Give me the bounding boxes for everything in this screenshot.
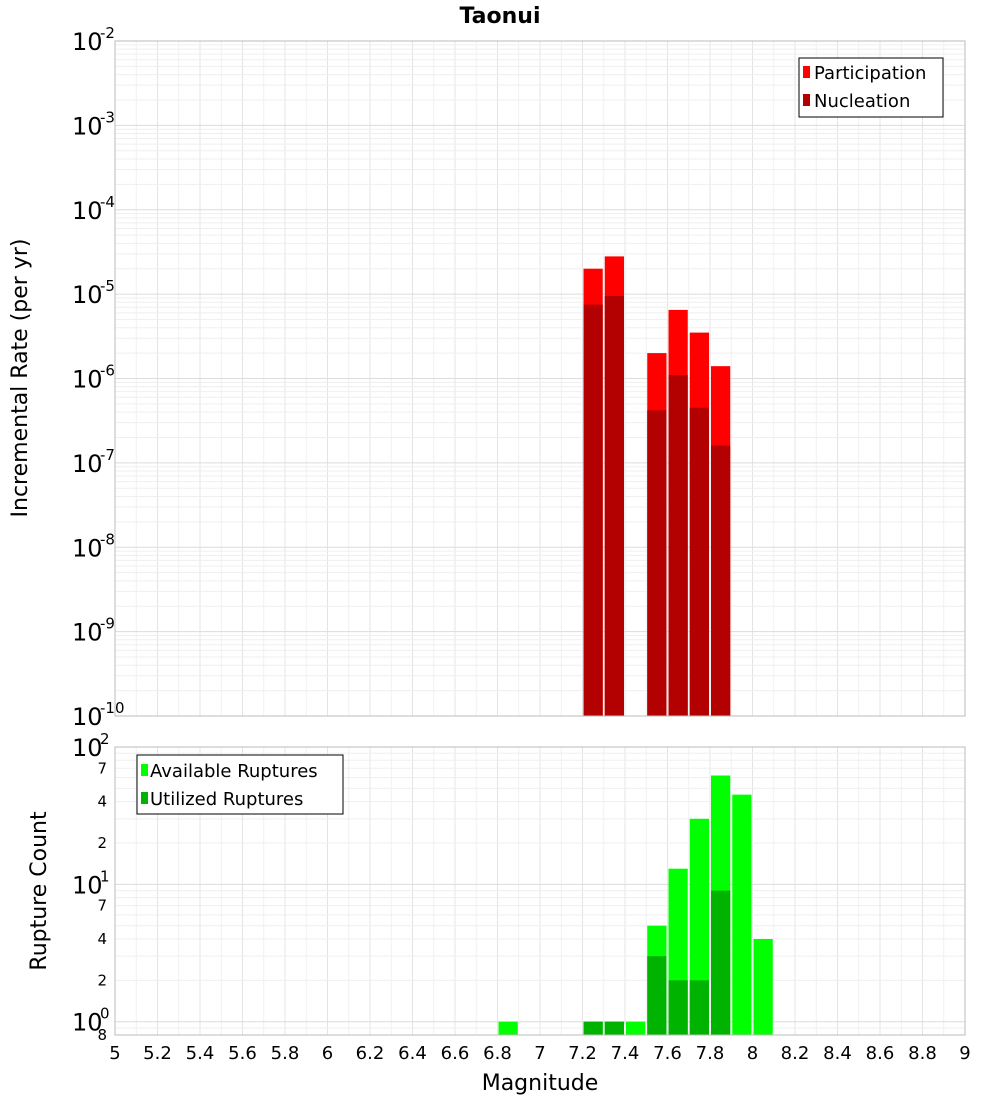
top-y-tick-exponent: -10 [100, 699, 125, 717]
top-y-tick-base: 10 [72, 366, 103, 394]
x-tick-label: 6.8 [483, 1043, 512, 1064]
bottom-legend-box [136, 754, 344, 815]
top-y-tick-exponent: -6 [100, 362, 115, 380]
x-axis-label: Magnitude [482, 1071, 599, 1096]
top-grid [114, 41, 966, 717]
top-y-tick-exponent: -4 [100, 193, 115, 211]
top-bars [583, 256, 731, 716]
bottom-y-minor-tick-label: 4 [97, 930, 107, 948]
bottom-y-minor-tick-label: 2 [97, 834, 107, 852]
bottom-bar-utilized-ruptures-7-75 [689, 980, 709, 1035]
bottom-bar-utilized-ruptures-7-55 [647, 956, 667, 1035]
bottom-y-minor-tick-label: 4 [97, 793, 107, 811]
x-tick-label: 7 [534, 1043, 545, 1064]
x-tick-label: 7.2 [568, 1043, 597, 1064]
bottom-y-tick-base: 10 [72, 1009, 103, 1037]
bottom-y-tick-base: 10 [72, 871, 103, 899]
bottom-bar-utilized-ruptures-7-25 [583, 1021, 603, 1035]
top-bar-nucleation-7-55 [647, 410, 667, 716]
bottom-bar-available-ruptures-6-85 [498, 1021, 518, 1035]
top-y-tick-exponent: -5 [100, 277, 115, 295]
top-y-tick-exponent: -9 [100, 615, 115, 633]
bottom-y-tick-base: 10 [72, 734, 103, 762]
top-legend-box [798, 57, 944, 118]
chart-title: Taonui [460, 4, 541, 29]
top-y-axis-label: Incremental Rate (per yr) [8, 239, 33, 518]
top-y-tick-base: 10 [72, 197, 103, 225]
x-tick-label: 7.4 [611, 1043, 640, 1064]
legend-label-nucleation: Nucleation [814, 91, 910, 112]
x-tick-label: 9 [959, 1043, 970, 1064]
x-ticks: 5 5.2 5.4 5.6 5.8 6 6.2 6.4 6.6 6.8 7 7.2 7.4 7.6 7.8 8… [109, 1043, 970, 1064]
top-y-tick-exponent: -3 [100, 108, 115, 126]
legend-label-participation: Participation [814, 63, 926, 84]
x-tick-label: 8.6 [866, 1043, 895, 1064]
top-y-tick-exponent: -7 [100, 446, 115, 464]
bottom-y-minor-tick-label: 7 [97, 759, 107, 777]
legend-swatch-utilized-ruptures [141, 792, 148, 804]
top-y-tick-base: 10 [72, 112, 103, 140]
x-tick-label: 8.8 [908, 1043, 937, 1064]
bottom-bar-utilized-ruptures-7-85 [711, 890, 731, 1035]
top-plot-border [114, 40, 966, 717]
bottom-y-tick-exponent: 1 [100, 867, 110, 885]
x-tick-label: 5 [109, 1043, 120, 1064]
legend-swatch-nucleation [803, 94, 810, 106]
bottom-bar-utilized-ruptures-7-35 [604, 1021, 624, 1035]
x-tick-label: 5.6 [228, 1043, 257, 1064]
top-y-tick-base: 10 [72, 28, 103, 56]
x-tick-label: 6.6 [441, 1043, 470, 1064]
top-y-tick-exponent: -2 [100, 24, 115, 42]
top-bar-nucleation-7-65 [668, 375, 688, 716]
x-tick-label: 8.2 [781, 1043, 810, 1064]
top-bar-nucleation-7-85 [711, 445, 731, 716]
top-bar-nucleation-7-35 [604, 296, 624, 716]
bottom-bar-utilized-ruptures-7-65 [668, 980, 688, 1035]
bottom-bar-available-ruptures-8-05 [753, 939, 773, 1035]
top-legend: Participation Nucleation [798, 57, 944, 118]
x-tick-label: 5.2 [143, 1043, 172, 1064]
x-tick-label: 6.2 [356, 1043, 385, 1064]
x-tick-label: 5.8 [271, 1043, 300, 1064]
bottom-bar-available-ruptures-7-95 [732, 794, 752, 1035]
top-bar-nucleation-7-75 [689, 407, 709, 716]
top-y-tick-base: 10 [72, 534, 103, 562]
bottom-plot-border [114, 746, 966, 1036]
legend-swatch-participation [803, 66, 810, 78]
top-bar-nucleation-7-25 [583, 304, 603, 716]
bottom-y-minor-tick-label: 2 [97, 971, 107, 989]
top-y-tick-exponent: -8 [100, 530, 115, 548]
x-tick-label: 7.8 [696, 1043, 725, 1064]
legend-label-utilized-ruptures: Utilized Ruptures [150, 789, 303, 810]
x-tick-label: 8 [747, 1043, 758, 1064]
top-y-tick-base: 10 [72, 450, 103, 478]
x-tick-label: 6 [322, 1043, 333, 1064]
x-tick-label: 6.4 [398, 1043, 427, 1064]
bottom-y-minor-tick-label: 8 [97, 1026, 107, 1044]
top-y-tick-base: 10 [72, 619, 103, 647]
legend-swatch-available-ruptures [141, 764, 148, 776]
x-tick-label: 7.6 [653, 1043, 682, 1064]
top-y-tick-base: 10 [72, 703, 103, 731]
legend-label-available-ruptures: Available Ruptures [150, 761, 318, 782]
x-tick-label: 8.4 [823, 1043, 852, 1064]
bottom-y-minor-tick-label: 7 [97, 897, 107, 915]
top-y-tick-base: 10 [72, 281, 103, 309]
bottom-y-axis-label: Rupture Count [27, 811, 52, 971]
bottom-bars [498, 775, 773, 1035]
bottom-bar-available-ruptures-7-45 [626, 1021, 646, 1035]
bottom-legend: Available Ruptures Utilized Ruptures [136, 754, 344, 815]
bottom-y-tick-exponent: 0 [100, 1005, 110, 1023]
bottom-y-tick-exponent: 2 [100, 730, 110, 748]
x-tick-label: 5.4 [186, 1043, 215, 1064]
